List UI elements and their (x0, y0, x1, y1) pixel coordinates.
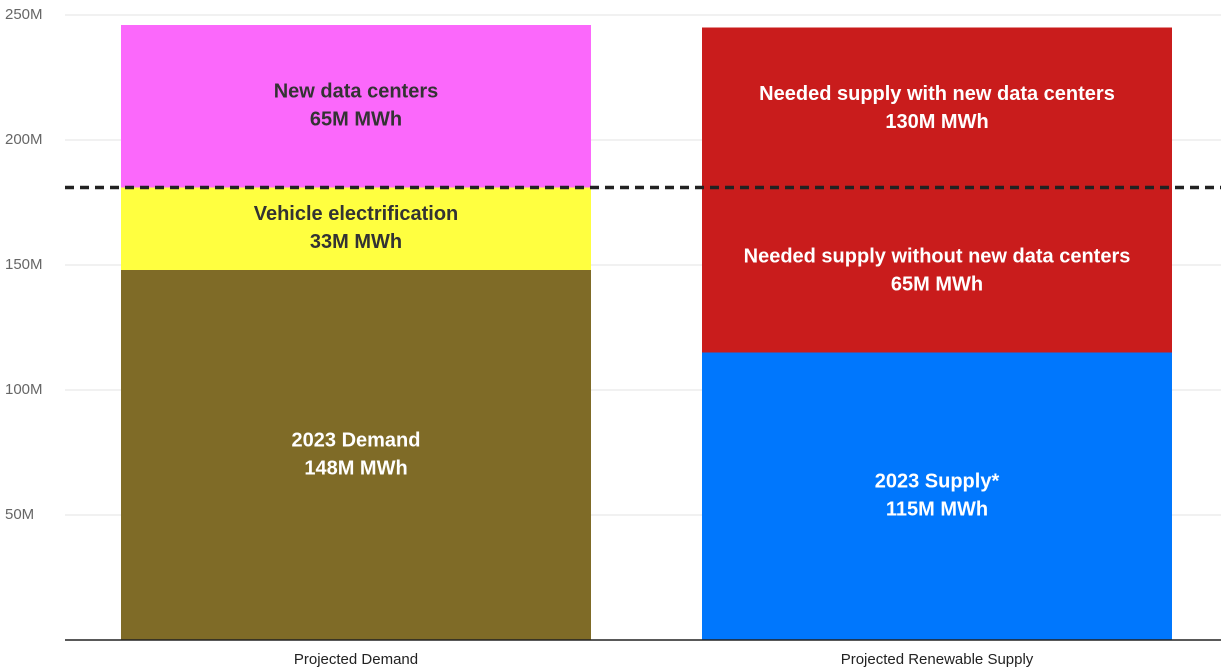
y-tick-label: 250M (5, 6, 43, 23)
bar-segment (121, 25, 591, 188)
segment-label: 2023 Demand (292, 429, 421, 451)
y-tick-label: 150M (5, 256, 43, 273)
segment-value-label: 33M MWh (310, 231, 402, 253)
segment-label: 2023 Supply* (875, 471, 1000, 493)
segment-value-label: 148M MWh (304, 457, 407, 479)
segment-value-label: 130M MWh (885, 111, 988, 133)
segment-label: Vehicle electrification (254, 203, 459, 225)
bar-segment (121, 270, 591, 640)
segment-label: New data centers (274, 81, 439, 103)
segment-value-label: 115M MWh (886, 499, 988, 521)
segment-value-label: 65M MWh (310, 109, 402, 131)
annotation-segment (702, 190, 1172, 353)
segment-label: Needed supply without new data centers (744, 246, 1131, 268)
segment-value-label: 65M MWh (891, 274, 983, 296)
bar-segment (121, 187, 591, 270)
y-tick-label: 50M (5, 506, 34, 523)
x-tick-label: Projected Renewable Supply (841, 651, 1034, 668)
y-tick-label: 100M (5, 381, 43, 398)
segment-label: Needed supply with new data centers (759, 83, 1115, 105)
x-tick-label: Projected Demand (294, 651, 418, 668)
bar-segment (702, 352, 1172, 640)
y-tick-label: 200M (5, 131, 43, 148)
